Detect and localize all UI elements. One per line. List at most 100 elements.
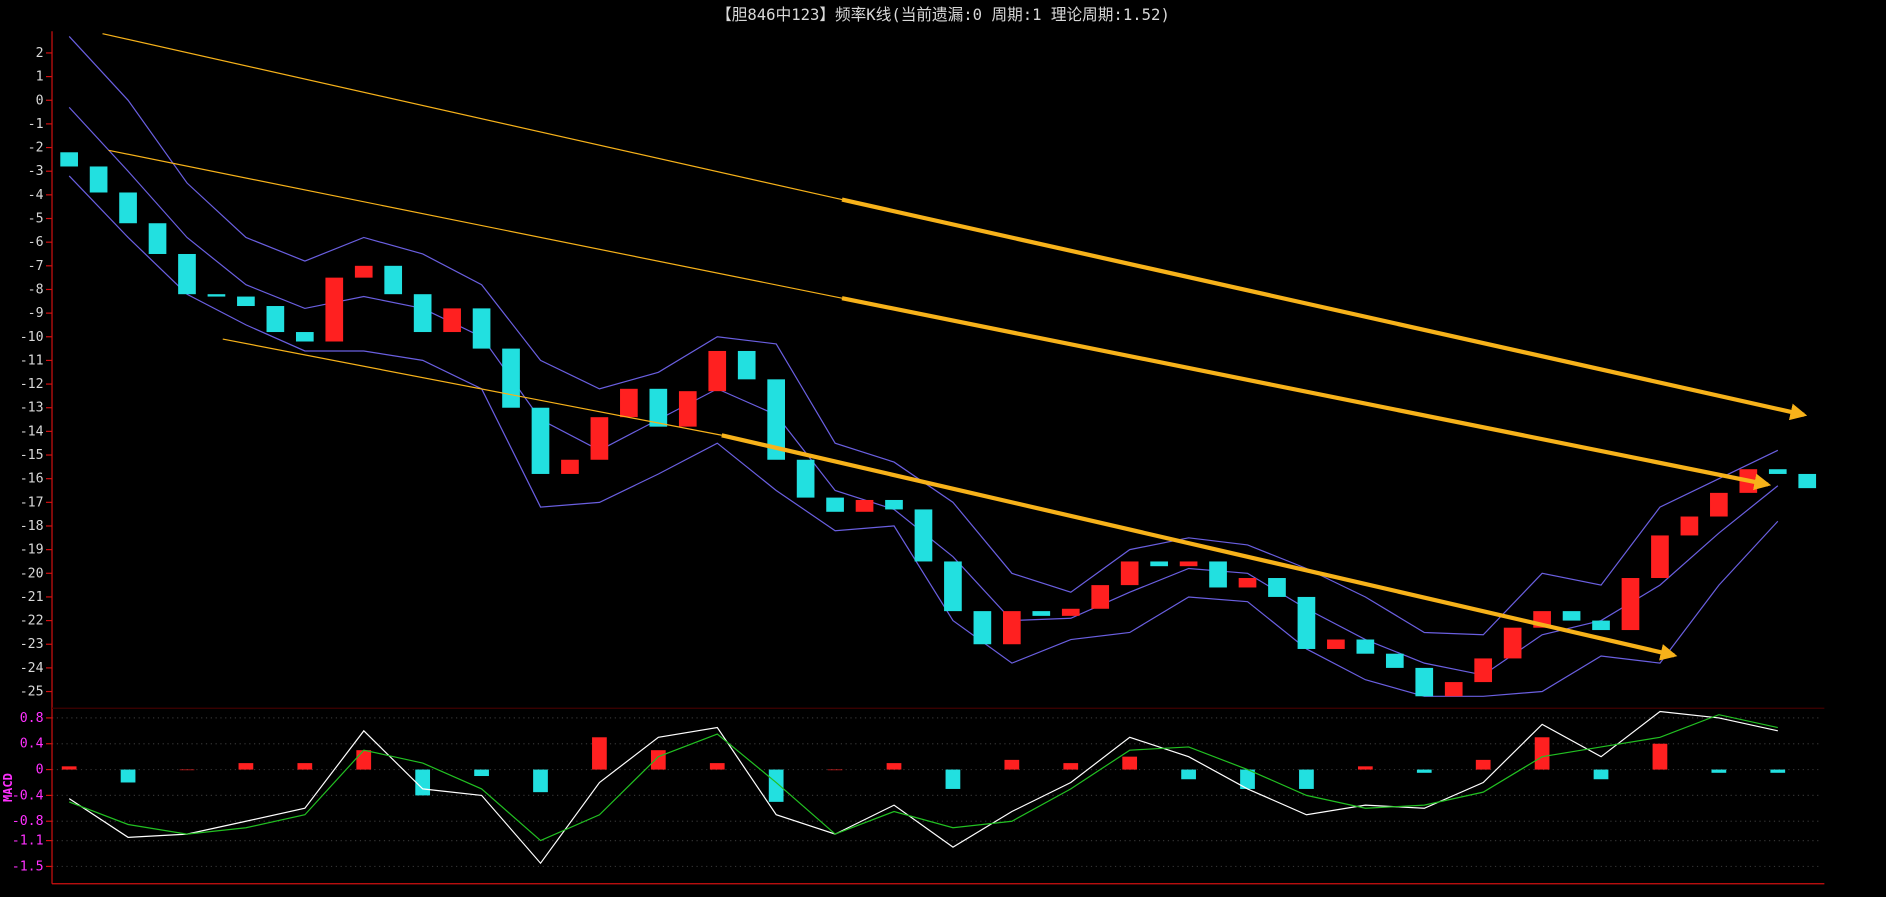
y-tick-label: -10: [20, 330, 44, 345]
candle: [1385, 653, 1404, 668]
candle: [266, 306, 285, 333]
candle: [472, 308, 491, 349]
candle: [1651, 535, 1669, 579]
trend-arrow: [841, 296, 1772, 491]
macd-bar: [356, 750, 372, 770]
candle: [1444, 682, 1463, 697]
candle: [561, 459, 579, 474]
candle: [354, 265, 373, 278]
y-tick-label: -2: [28, 141, 44, 156]
macd-bar: [415, 769, 431, 796]
candle: [767, 379, 786, 460]
line: [68, 710, 1778, 865]
macd-bar: [1416, 769, 1432, 773]
macd-bar: [945, 769, 961, 789]
candle: [207, 294, 226, 297]
candle: [1297, 596, 1316, 649]
candle: [1003, 611, 1021, 645]
y-tick-label: -8: [28, 282, 44, 297]
y-tick-label: 0: [36, 763, 44, 778]
macd-bar: [1652, 743, 1668, 770]
y-tick-label: 1: [36, 70, 44, 85]
candle: [649, 388, 668, 427]
candle: [1268, 578, 1286, 597]
y-tick-label: 0.4: [20, 737, 44, 752]
candle: [502, 348, 520, 408]
y-tick-label: -1: [28, 117, 44, 132]
y-tick-label: -0.4: [12, 788, 44, 803]
candle: [1032, 611, 1051, 616]
y-tick-label: -12: [20, 377, 44, 392]
candle: [708, 350, 727, 392]
candle: [1503, 627, 1522, 659]
y-tick-label: -0.8: [12, 814, 44, 829]
macd-bar: [768, 769, 784, 802]
y-tick-label: -16: [20, 472, 44, 487]
macd-bar: [1004, 759, 1020, 770]
candle: [796, 459, 815, 498]
candle: [1327, 639, 1345, 649]
candle: [1621, 578, 1640, 631]
candle: [590, 417, 609, 460]
candle: [1562, 611, 1581, 621]
macd-bar: [179, 769, 195, 771]
candle: [384, 265, 403, 295]
macd-bar: [1181, 769, 1196, 780]
macd-bar: [1711, 769, 1727, 773]
line: [68, 175, 1779, 697]
macd-bar: [1475, 759, 1491, 770]
y-tick-label: -11: [20, 353, 44, 368]
candle: [1150, 561, 1168, 567]
macd-bar: [120, 769, 136, 783]
panel-label: MACD: [1, 773, 15, 802]
y-tick-label: -18: [20, 519, 44, 534]
y-tick-label: -24: [20, 661, 44, 676]
trend-line: [108, 149, 843, 299]
macd-bar: [1770, 769, 1786, 773]
y-tick-label: 0.8: [20, 711, 44, 726]
macd-bar: [1593, 769, 1609, 780]
candle: [119, 192, 137, 224]
candle: [148, 223, 167, 254]
candle: [1798, 473, 1817, 489]
macd-bar: [1534, 737, 1550, 770]
candle: [1710, 492, 1728, 517]
macd-bar: [1122, 756, 1138, 770]
macd-bar: [827, 769, 843, 771]
y-tick-label: -7: [28, 259, 44, 274]
y-tick-label: -9: [28, 306, 44, 321]
candle: [1209, 561, 1227, 588]
candle: [1179, 561, 1198, 567]
y-tick-label: -1.1: [12, 834, 44, 849]
trend-arrow: [841, 197, 1808, 421]
plot-area: 2 1 0 -1 -2 -3 -4 -5 -6 -7 -8 -9 -10 -11 -12 -13 -14 -15 -…: [12, 36, 1822, 874]
y-tick-label: -5: [28, 212, 44, 227]
candle: [443, 308, 461, 333]
macd-bar: [533, 769, 548, 793]
candle: [60, 152, 78, 167]
y-tick-label: -3: [28, 164, 44, 179]
candle: [1356, 639, 1375, 654]
y-tick-label: -1.5: [12, 859, 44, 874]
candle: [178, 253, 196, 295]
candle: [620, 388, 638, 418]
y-tick-label: -19: [20, 543, 44, 558]
candle: [1061, 608, 1080, 616]
chart-title: 【胆846中123】频率K线(当前遗漏:0 周期:1 理论周期:1.52): [716, 5, 1170, 24]
candle: [678, 391, 697, 427]
trend-arrows: [102, 33, 1808, 661]
candle: [413, 294, 432, 333]
candle: [944, 561, 962, 612]
macd-bar: [297, 763, 313, 770]
y-tick-label: -22: [20, 614, 44, 629]
y-tick-label: -14: [20, 424, 44, 439]
macd-bar: [61, 766, 77, 770]
candle: [531, 407, 550, 474]
y-tick-label: -25: [20, 685, 44, 700]
candle: [826, 497, 844, 512]
y-tick-label: -6: [28, 235, 44, 250]
macd-bar: [238, 763, 254, 770]
